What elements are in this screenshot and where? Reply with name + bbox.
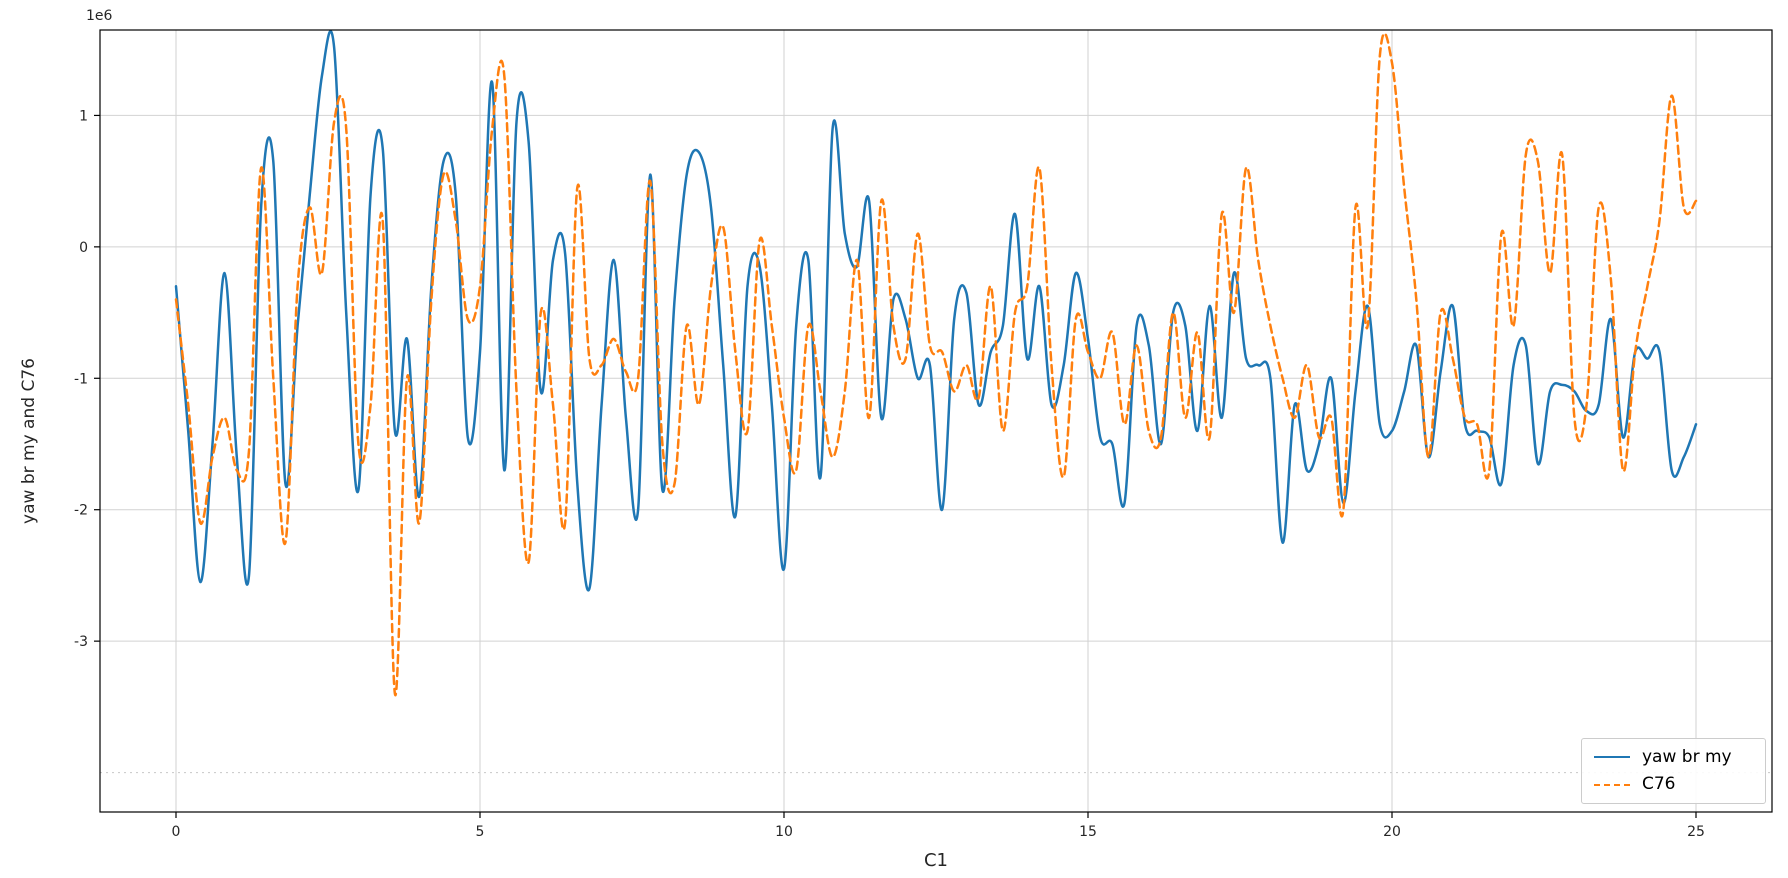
x-tick-label: 10 — [775, 824, 793, 840]
legend-label: yaw br my — [1642, 746, 1732, 767]
x-tick-label: 15 — [1079, 824, 1097, 840]
legend-item-yaw-br-my: yaw br my — [1594, 746, 1751, 767]
y-tick-label: -2 — [74, 503, 88, 519]
y-tick-label: -1 — [74, 371, 88, 387]
x-tick-label: 5 — [476, 824, 485, 840]
series-line-c76 — [174, 32, 1698, 697]
x-tick-label: 25 — [1687, 824, 1705, 840]
chart-legend: yaw br my C76 — [1581, 737, 1766, 804]
legend-item-c76: C76 — [1594, 775, 1751, 794]
legend-line-sample-solid — [1594, 755, 1630, 758]
x-tick-label: 20 — [1383, 824, 1401, 840]
y-tick-label: 0 — [79, 240, 88, 256]
x-axis-label: C1 — [924, 850, 948, 871]
legend-label: C76 — [1642, 774, 1676, 795]
axes-frame — [99, 29, 1773, 813]
axis-offset-text: 1e6 — [86, 8, 113, 24]
y-axis-label: yaw br my and C76 — [19, 358, 39, 524]
x-tick-label: 0 — [172, 824, 181, 840]
legend-line-sample-dashed — [1594, 783, 1630, 786]
y-tick-label: 1 — [79, 108, 88, 124]
y-tick-label: -3 — [74, 634, 88, 650]
series-line-yaw-br-my — [174, 30, 1698, 592]
